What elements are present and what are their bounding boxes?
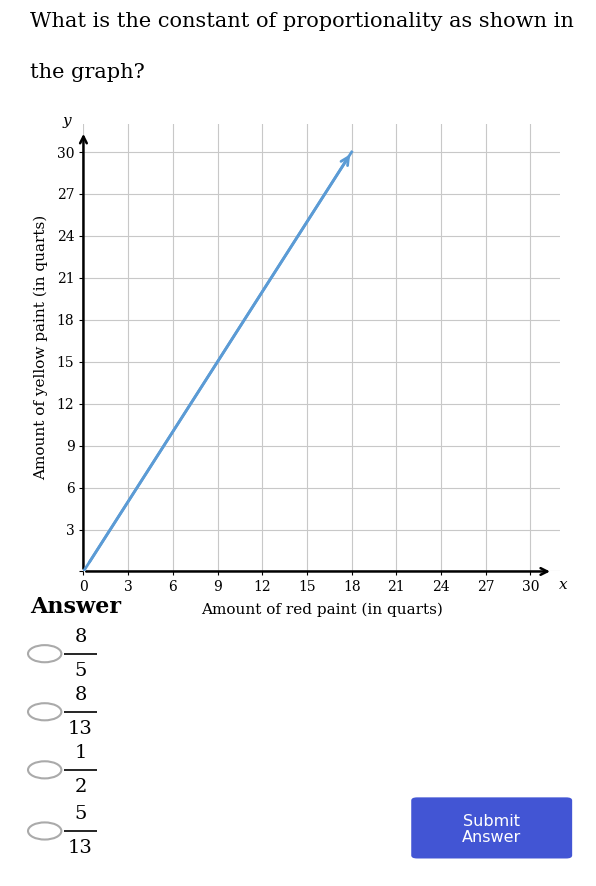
Text: What is the constant of proportionality as shown in: What is the constant of proportionality … [30, 12, 574, 30]
Text: 13: 13 [68, 719, 93, 737]
Text: y: y [63, 114, 72, 128]
Text: 5: 5 [74, 805, 86, 823]
Text: 8: 8 [74, 686, 86, 704]
Text: Answer: Answer [30, 595, 121, 618]
X-axis label: Amount of red paint (in quarts): Amount of red paint (in quarts) [201, 602, 443, 618]
Text: 13: 13 [68, 839, 93, 857]
FancyBboxPatch shape [411, 797, 572, 859]
Text: 5: 5 [74, 662, 86, 680]
Text: Answer: Answer [462, 830, 522, 845]
Text: 2: 2 [74, 778, 86, 796]
Text: the graph?: the graph? [30, 64, 145, 82]
Text: 1: 1 [74, 744, 86, 762]
Text: Submit: Submit [463, 814, 520, 828]
Text: 8: 8 [74, 628, 86, 646]
Y-axis label: Amount of yellow paint (in quarts): Amount of yellow paint (in quarts) [34, 215, 48, 480]
Text: x: x [559, 579, 567, 593]
